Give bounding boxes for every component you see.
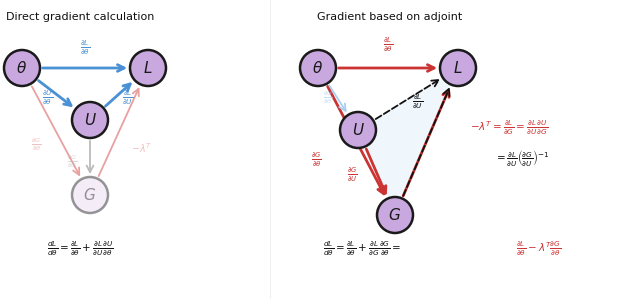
Circle shape — [440, 50, 476, 86]
Text: $\frac{\partial U}{\partial \theta}$: $\frac{\partial U}{\partial \theta}$ — [323, 90, 333, 106]
Text: $\frac{\partial L}{\partial U}$: $\frac{\partial L}{\partial U}$ — [412, 93, 424, 111]
Text: Direct gradient calculation: Direct gradient calculation — [6, 12, 154, 22]
Text: $-\lambda^T = \frac{\partial L}{\partial G} = \frac{\partial L}{\partial U}\frac: $-\lambda^T = \frac{\partial L}{\partial… — [470, 119, 548, 137]
Text: $L$: $L$ — [453, 60, 463, 76]
Text: $G$: $G$ — [83, 187, 97, 203]
Text: $L$: $L$ — [143, 60, 153, 76]
Text: $\frac{\partial G}{\partial U}$: $\frac{\partial G}{\partial U}$ — [67, 154, 77, 170]
Polygon shape — [358, 68, 458, 215]
Text: $\frac{\partial L}{\partial \theta}$: $\frac{\partial L}{\partial \theta}$ — [383, 36, 393, 54]
Text: $\frac{\partial G}{\partial \theta}$: $\frac{\partial G}{\partial \theta}$ — [310, 151, 321, 169]
Text: $\frac{dL}{d\theta} = \frac{\partial L}{\partial \theta} + \frac{\partial L}{\pa: $\frac{dL}{d\theta} = \frac{\partial L}{… — [323, 240, 401, 258]
Text: $U$: $U$ — [84, 112, 97, 128]
Text: $G$: $G$ — [388, 207, 401, 223]
Text: $\frac{\partial G}{\partial U}$: $\frac{\partial G}{\partial U}$ — [347, 166, 357, 184]
Circle shape — [72, 102, 108, 138]
Text: $\theta$: $\theta$ — [17, 60, 28, 76]
Circle shape — [72, 177, 108, 213]
Circle shape — [130, 50, 166, 86]
Circle shape — [300, 50, 336, 86]
Text: Gradient based on adjoint: Gradient based on adjoint — [317, 12, 463, 22]
Text: $= \frac{\partial L}{\partial U}\left(\frac{\partial G}{\partial U}\right)^{-1}$: $= \frac{\partial L}{\partial U}\left(\f… — [494, 148, 549, 168]
Text: $\frac{\partial G}{\partial \theta}$: $\frac{\partial G}{\partial \theta}$ — [31, 137, 41, 153]
Circle shape — [377, 197, 413, 233]
Text: $U$: $U$ — [351, 122, 364, 138]
Circle shape — [4, 50, 40, 86]
Text: $\frac{\partial L}{\partial \theta} - \lambda^T\frac{\partial G}{\partial \theta: $\frac{\partial L}{\partial \theta} - \l… — [516, 240, 561, 258]
Text: $-\lambda^T$: $-\lambda^T$ — [131, 141, 152, 155]
Text: $\frac{\partial U}{\partial \theta}$: $\frac{\partial U}{\partial \theta}$ — [42, 89, 54, 107]
Text: $\frac{\partial L}{\partial U}$: $\frac{\partial L}{\partial U}$ — [122, 89, 134, 107]
Text: $\theta$: $\theta$ — [312, 60, 324, 76]
Text: $\frac{dL}{d\theta} = \frac{\partial L}{\partial \theta} + \frac{\partial L}{\pa: $\frac{dL}{d\theta} = \frac{\partial L}{… — [47, 240, 113, 258]
Circle shape — [340, 112, 376, 148]
Text: $\frac{\partial L}{\partial \theta}$: $\frac{\partial L}{\partial \theta}$ — [80, 39, 90, 57]
